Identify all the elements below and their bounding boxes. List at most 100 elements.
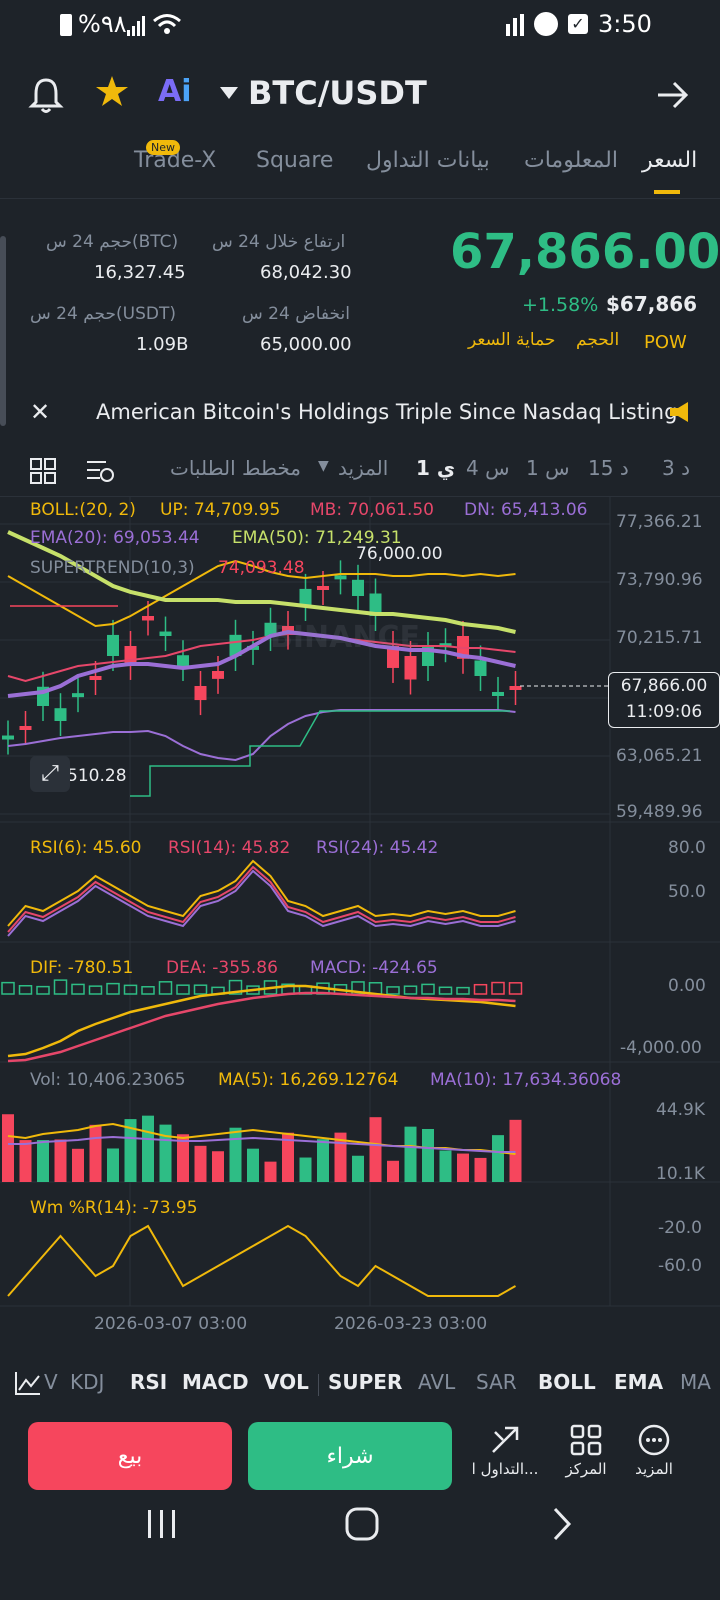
kline-chart[interactable]: BOLL:(20, 2) UP: 74,709.95 MB: 70,061.50… (0, 496, 720, 1366)
tab-square[interactable]: Square (256, 148, 334, 173)
megaphone-icon (668, 400, 692, 429)
signal-icon (127, 14, 147, 36)
interval-1d[interactable]: 1 ي (416, 456, 456, 480)
volume-bar (54, 1139, 67, 1182)
arrow-right-icon[interactable] (656, 80, 690, 114)
indicator-sar[interactable]: SAR (476, 1370, 517, 1394)
indicator-macd[interactable]: MACD (182, 1370, 249, 1394)
interval-15m[interactable]: 15 د (588, 456, 629, 480)
back-icon[interactable] (552, 1506, 572, 1546)
indicator-kdj[interactable]: KDJ (70, 1370, 105, 1394)
chart-toolbar: مخطط الطلبات ▼ المزيد 1 ي 4 س 1 س 15 د 3… (0, 448, 720, 494)
indicator-vol[interactable]: VOL (264, 1370, 309, 1394)
home-icon[interactable] (344, 1506, 380, 1546)
boll-middle-line (7, 633, 516, 683)
battery-icon (60, 14, 72, 36)
watermark-logo: BINANCE (270, 620, 420, 655)
volume-bar (72, 1148, 84, 1182)
rsi24-line (7, 869, 516, 937)
trade-tool[interactable]: التداول ا... (462, 1424, 548, 1478)
volume-bar (369, 1117, 382, 1182)
macd-histogram-bar (508, 982, 523, 995)
interval-1h[interactable]: 1 س (526, 456, 570, 480)
tag-price-protection[interactable]: حماية السعر (468, 330, 556, 350)
volume-btc-value: 16,327.45 (94, 262, 186, 283)
rsi24-label: RSI(24): 45.42 (316, 838, 439, 858)
macd-histogram-bar (71, 983, 85, 995)
pair-selector-chevron-icon[interactable] (220, 86, 238, 105)
tag-pow[interactable]: POW (644, 332, 687, 353)
candle-body (352, 579, 364, 596)
vol-label: Vol: 10,406.23065 (30, 1070, 186, 1090)
rsi-axis-tick: 50.0 (668, 882, 706, 902)
candle-body (107, 634, 119, 656)
candle-body (387, 646, 399, 668)
indicator-chart-icon[interactable] (14, 1370, 42, 1401)
news-headline[interactable]: American Bitcoin's Holdings Triple Since… (96, 400, 678, 424)
macd-histogram-bar (386, 986, 400, 995)
macd-histogram-bar (1, 981, 15, 995)
close-icon[interactable]: ✕ (30, 398, 51, 426)
chart-settings-icon[interactable] (86, 458, 116, 489)
tab-info[interactable]: المعلومات (524, 148, 618, 173)
indicator-bar: V KDJ RSI MACD VOL SUPER AVL SAR BOLL EM… (0, 1364, 720, 1404)
new-badge: New (146, 140, 180, 155)
more-tool[interactable]: المزيد (622, 1424, 686, 1478)
candle-body (317, 586, 329, 590)
indicator-rsi[interactable]: RSI (130, 1370, 168, 1394)
price-axis-tick: 77,366.21 (616, 512, 703, 532)
volume-usdt-value: 1.09B (136, 334, 189, 355)
volume-bar (142, 1115, 154, 1182)
macd-histogram-bar (228, 979, 243, 995)
rsi6-label: RSI(6): 45.60 (30, 838, 142, 858)
indicator-avl[interactable]: AVL (418, 1370, 456, 1394)
pair-title[interactable]: BTC/USDT (248, 74, 427, 112)
more-dots-icon (638, 1424, 670, 1456)
tag-volume[interactable]: الحجم (576, 330, 620, 350)
supertrend-line (130, 710, 510, 797)
tab-bar: Trade-X New Square بيانات التداول المعلو… (0, 140, 720, 196)
favorite-star-icon[interactable] (94, 74, 130, 114)
tab-price[interactable]: السعر (642, 148, 698, 173)
expand-icon[interactable]: ⤢ (30, 756, 70, 792)
more-intervals[interactable]: المزيد (338, 456, 389, 480)
bell-icon[interactable] (28, 76, 64, 118)
volume-bar (212, 1151, 224, 1182)
volume-bar (404, 1126, 417, 1182)
more-intervals-chevron-icon[interactable]: ▼ (318, 458, 329, 474)
interval-4h[interactable]: 4 س (466, 456, 510, 480)
boll-up: UP: 74,709.95 (160, 500, 281, 520)
volume-bar (299, 1157, 312, 1182)
price-axis-tick: 59,489.96 (616, 802, 703, 822)
news-banner[interactable]: ✕ American Bitcoin's Holdings Triple Sin… (0, 396, 720, 442)
recent-apps-icon[interactable] (146, 1508, 178, 1544)
buy-button[interactable]: شراء (248, 1422, 452, 1490)
sell-button[interactable]: بيع (28, 1422, 232, 1490)
indicator-super[interactable]: SUPER (328, 1370, 403, 1394)
divider (0, 198, 720, 199)
tab-trading-data[interactable]: بيانات التداول (366, 148, 490, 173)
interval-3m[interactable]: 3 د (662, 456, 690, 480)
drawer-handle[interactable] (0, 236, 6, 426)
supertrend-value: 74,093.48 (218, 558, 305, 578)
macd-histogram-bar (53, 979, 68, 995)
depth-chart-tab[interactable]: مخطط الطلبات (170, 456, 302, 480)
indicator-ema[interactable]: EMA (614, 1370, 664, 1394)
grid-layout-icon[interactable] (30, 458, 56, 489)
kline-svg[interactable] (0, 496, 720, 1366)
price-axis-tick: 70,215.71 (616, 628, 703, 648)
indicator-v[interactable]: V (44, 1370, 58, 1394)
candle-body (212, 671, 224, 679)
last-price: 67,866.00 (450, 224, 720, 280)
wifi-icon (152, 12, 182, 42)
macd-histogram-bar (176, 984, 190, 995)
macd-axis-tick: -4,000.00 (620, 1038, 702, 1058)
app-notification-icon (534, 12, 558, 36)
ai-icon[interactable]: Ai (158, 74, 192, 109)
positions-tool[interactable]: المركز (554, 1424, 618, 1478)
boll-dn: DN: 65,413.06 (464, 500, 588, 520)
indicator-ma[interactable]: MA (680, 1370, 711, 1394)
boll-label: BOLL:(20, 2) (30, 500, 136, 520)
candle-body (404, 656, 417, 680)
indicator-boll[interactable]: BOLL (538, 1370, 596, 1394)
